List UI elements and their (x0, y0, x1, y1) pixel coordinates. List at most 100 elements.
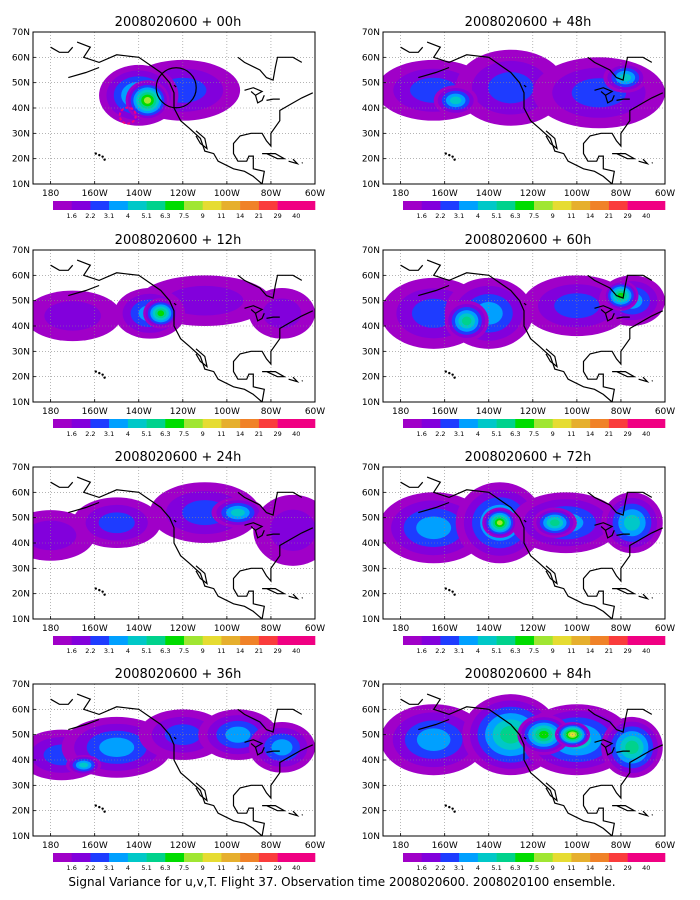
colorbar-swatch (296, 419, 316, 428)
coastline (418, 66, 450, 79)
variance-contour (99, 737, 135, 758)
coastline (638, 376, 650, 383)
colorbar-label: 2.2 (85, 647, 95, 655)
lat-tick-label: 40N (12, 756, 30, 766)
colorbar-swatch (608, 636, 628, 645)
forecast-panel: 2008020600 + 24h 10N 20N 30N 40N 50N 60N 70N 180… (12, 450, 325, 655)
lon-tick-label: 60W (655, 841, 675, 851)
colorbar-swatch (534, 636, 553, 645)
coastline (266, 316, 280, 319)
colorbar-label: 1.6 (417, 212, 427, 220)
coastline (237, 56, 303, 81)
colorbar-label: 5.1 (141, 212, 151, 220)
coastline (50, 264, 74, 271)
coastline (426, 41, 613, 184)
colorbar-swatch (71, 201, 91, 210)
colorbar-swatch (202, 853, 222, 862)
panel-title: 2008020600 + 36h (115, 667, 242, 682)
coastline (237, 274, 303, 299)
lat-tick-label: 50N (362, 514, 380, 524)
colorbar-swatch (202, 201, 222, 210)
panel-title: 2008020600 + 48h (465, 15, 592, 30)
coastline (288, 376, 300, 383)
island (448, 588, 451, 592)
coastline (237, 708, 303, 733)
coastline (50, 46, 74, 53)
island (453, 376, 456, 379)
lat-tick-label: 10N (12, 615, 30, 625)
lat-tick-label: 60N (12, 271, 30, 281)
lat-tick-label: 30N (12, 347, 30, 357)
colorbar-swatch (109, 201, 129, 210)
coastline (68, 66, 100, 79)
colorbar-label: 9 (551, 864, 555, 872)
lat-tick-label: 30N (12, 781, 30, 791)
lon-tick-label: 60W (305, 189, 325, 199)
colorbar-label: 29 (273, 212, 281, 220)
colorbar-label: 7.5 (529, 212, 539, 220)
lat-tick-label: 60N (362, 488, 380, 498)
colorbar-label: 2.2 (435, 864, 445, 872)
coastline (604, 313, 615, 322)
colorbar-label: 21 (605, 864, 613, 872)
colorbar-label: 29 (623, 864, 631, 872)
coastline (195, 348, 208, 368)
colorbar-label: 3.1 (454, 647, 464, 655)
lat-tick-label: 50N (12, 297, 30, 307)
colorbar-label: 2.2 (85, 212, 95, 220)
island (98, 805, 101, 809)
lat-tick-label: 70N (12, 463, 30, 473)
coastline (266, 98, 280, 101)
colorbar-label: 7.5 (529, 430, 539, 438)
variance-contour (157, 310, 165, 317)
colorbar-label: 4 (126, 647, 130, 655)
colorbar-label: 4 (476, 430, 480, 438)
colorbar-swatch (421, 201, 441, 210)
lat-tick-label: 70N (362, 463, 380, 473)
colorbar-swatch (146, 636, 166, 645)
colorbar-label: 11 (567, 212, 575, 220)
colorbar-label: 9 (201, 212, 205, 220)
panel-grid: 2008020600 + 00h 10N 20N 30N 40N 50N 60N 70N 180… (12, 15, 675, 872)
island (94, 587, 97, 590)
colorbar-label: 1.6 (417, 864, 427, 872)
colorbar-swatch (627, 419, 647, 428)
coastline (262, 370, 287, 378)
colorbar-label: 3.1 (454, 864, 464, 872)
colorbar-label: 7.5 (179, 647, 189, 655)
variance-contour (625, 740, 639, 755)
colorbar-swatch (627, 853, 647, 862)
coastline (76, 693, 263, 836)
lon-tick-label: 160W (82, 841, 108, 851)
lat-tick-label: 60N (362, 53, 380, 63)
lon-tick-label: 140W (476, 189, 502, 199)
coastline (418, 284, 450, 297)
lon-tick-label: 120W (170, 407, 196, 417)
colorbar-swatch (90, 853, 110, 862)
coastline (254, 95, 265, 104)
lat-tick-label: 10N (12, 180, 30, 190)
colorbar-label: 21 (605, 647, 613, 655)
colorbar-label: 21 (605, 430, 613, 438)
lat-tick-label: 30N (362, 347, 380, 357)
lon-tick-label: 120W (170, 624, 196, 634)
lon-tick-label: 160W (82, 189, 108, 199)
colorbar-swatch (127, 853, 147, 862)
colorbar-label: 1.6 (67, 430, 77, 438)
forecast-panel: 2008020600 + 48h 10N 20N 30N 40N 50N 60N 70N 180… (362, 15, 675, 220)
lat-tick-label: 70N (362, 246, 380, 256)
coastline (545, 130, 558, 150)
colorbar-label: 29 (623, 647, 631, 655)
lon-tick-label: 160W (432, 189, 458, 199)
coastline (523, 519, 527, 523)
colorbar-swatch (590, 419, 610, 428)
coastline (254, 530, 265, 539)
colorbar-label: 4 (126, 430, 130, 438)
coastline (594, 739, 614, 749)
coastline (232, 527, 314, 619)
colorbar-swatch (165, 419, 185, 428)
coastline (173, 84, 177, 88)
coastline (582, 92, 664, 184)
colorbar-label: 40 (292, 864, 300, 872)
colorbar-swatch (627, 636, 647, 645)
